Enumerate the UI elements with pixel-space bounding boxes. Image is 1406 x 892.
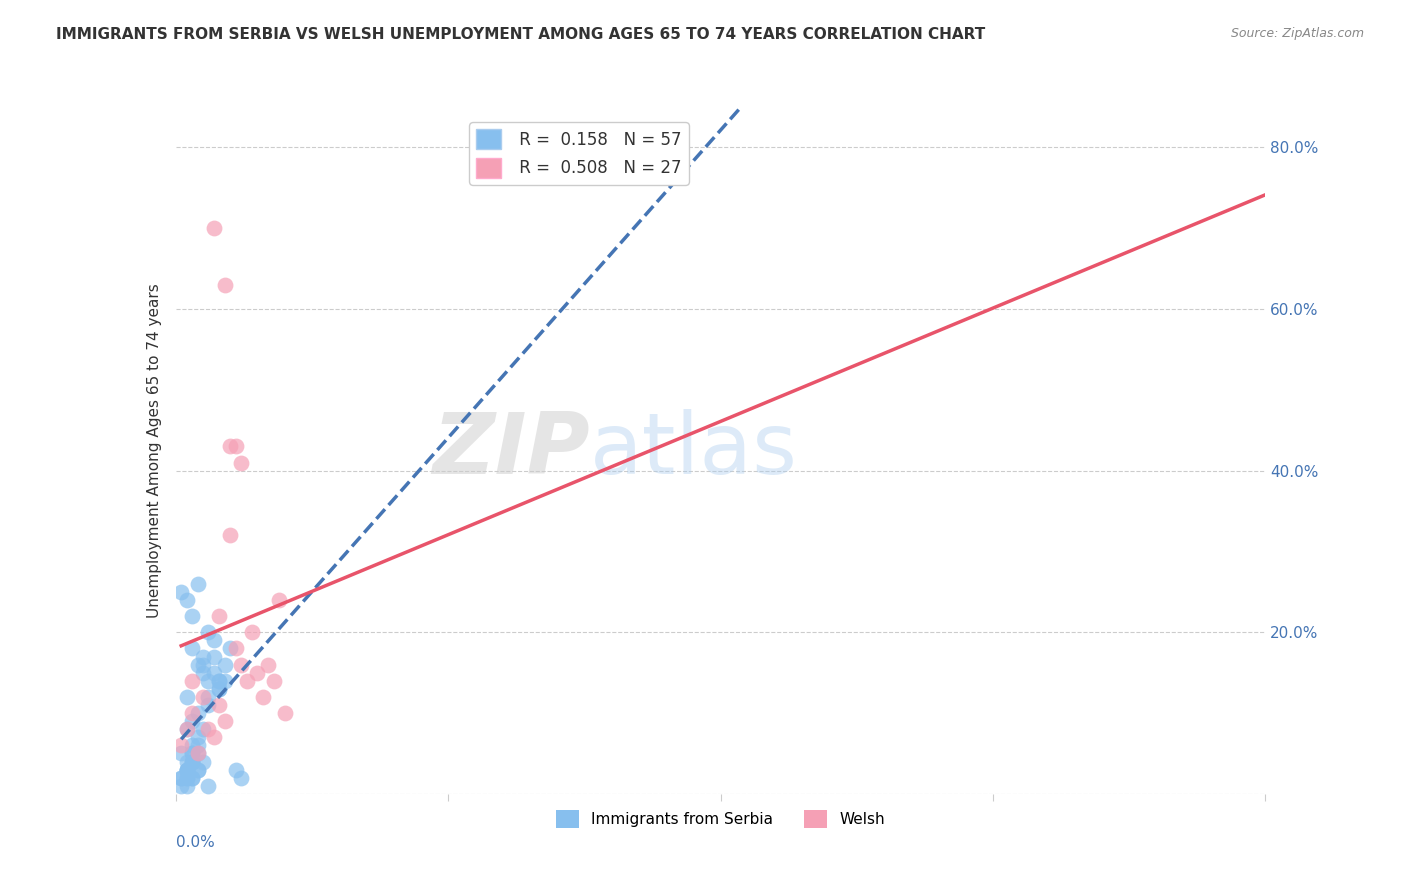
- Point: [176, 723, 198, 737]
- Point: [197, 723, 219, 737]
- Point: [186, 747, 209, 761]
- Point: [186, 731, 209, 745]
- Point: [208, 681, 231, 696]
- Point: [176, 771, 198, 785]
- Text: ZIP: ZIP: [432, 409, 591, 492]
- Point: [176, 779, 198, 793]
- Point: [197, 625, 219, 640]
- Point: [181, 747, 204, 761]
- Point: [214, 277, 236, 292]
- Point: [208, 609, 231, 624]
- Point: [170, 771, 193, 785]
- Point: [225, 641, 247, 656]
- Point: [191, 649, 214, 664]
- Point: [176, 723, 198, 737]
- Point: [186, 657, 209, 672]
- Point: [186, 763, 209, 777]
- Point: [208, 673, 231, 688]
- Point: [197, 690, 219, 704]
- Point: [170, 585, 193, 599]
- Point: [181, 706, 204, 720]
- Point: [202, 731, 225, 745]
- Point: [191, 657, 214, 672]
- Point: [214, 657, 236, 672]
- Point: [176, 763, 198, 777]
- Point: [181, 755, 204, 769]
- Point: [225, 763, 247, 777]
- Point: [186, 576, 209, 591]
- Point: [176, 755, 198, 769]
- Point: [257, 657, 280, 672]
- Point: [231, 657, 253, 672]
- Point: [202, 221, 225, 235]
- Point: [176, 593, 198, 607]
- Point: [186, 706, 209, 720]
- Point: [219, 528, 242, 542]
- Point: [176, 771, 198, 785]
- Legend: Immigrants from Serbia, Welsh: Immigrants from Serbia, Welsh: [550, 804, 891, 834]
- Point: [219, 641, 242, 656]
- Point: [231, 456, 253, 470]
- Point: [176, 763, 198, 777]
- Point: [202, 649, 225, 664]
- Point: [202, 665, 225, 680]
- Point: [263, 673, 285, 688]
- Point: [269, 593, 291, 607]
- Point: [235, 673, 257, 688]
- Point: [274, 706, 297, 720]
- Text: IMMIGRANTS FROM SERBIA VS WELSH UNEMPLOYMENT AMONG AGES 65 TO 74 YEARS CORRELATI: IMMIGRANTS FROM SERBIA VS WELSH UNEMPLOY…: [56, 27, 986, 42]
- Point: [186, 739, 209, 753]
- Text: 0.0%: 0.0%: [176, 835, 215, 850]
- Point: [197, 779, 219, 793]
- Point: [170, 747, 193, 761]
- Point: [181, 755, 204, 769]
- Text: atlas: atlas: [591, 409, 797, 492]
- Point: [176, 763, 198, 777]
- Point: [186, 763, 209, 777]
- Point: [181, 641, 204, 656]
- Point: [170, 771, 193, 785]
- Point: [197, 673, 219, 688]
- Point: [181, 771, 204, 785]
- Point: [208, 698, 231, 712]
- Point: [181, 739, 204, 753]
- Point: [170, 779, 193, 793]
- Point: [246, 665, 269, 680]
- Point: [176, 763, 198, 777]
- Text: Source: ZipAtlas.com: Source: ZipAtlas.com: [1230, 27, 1364, 40]
- Point: [181, 609, 204, 624]
- Point: [225, 439, 247, 453]
- Point: [197, 698, 219, 712]
- Point: [181, 755, 204, 769]
- Point: [252, 690, 274, 704]
- Point: [186, 747, 209, 761]
- Point: [231, 771, 253, 785]
- Point: [214, 673, 236, 688]
- Point: [191, 755, 214, 769]
- Point: [191, 690, 214, 704]
- Point: [181, 747, 204, 761]
- Point: [181, 673, 204, 688]
- Point: [208, 673, 231, 688]
- Point: [208, 681, 231, 696]
- Point: [181, 714, 204, 728]
- Point: [176, 690, 198, 704]
- Point: [240, 625, 263, 640]
- Point: [202, 633, 225, 648]
- Point: [214, 714, 236, 728]
- Point: [181, 771, 204, 785]
- Y-axis label: Unemployment Among Ages 65 to 74 years: Unemployment Among Ages 65 to 74 years: [146, 283, 162, 618]
- Point: [170, 739, 193, 753]
- Point: [191, 723, 214, 737]
- Point: [219, 439, 242, 453]
- Point: [191, 665, 214, 680]
